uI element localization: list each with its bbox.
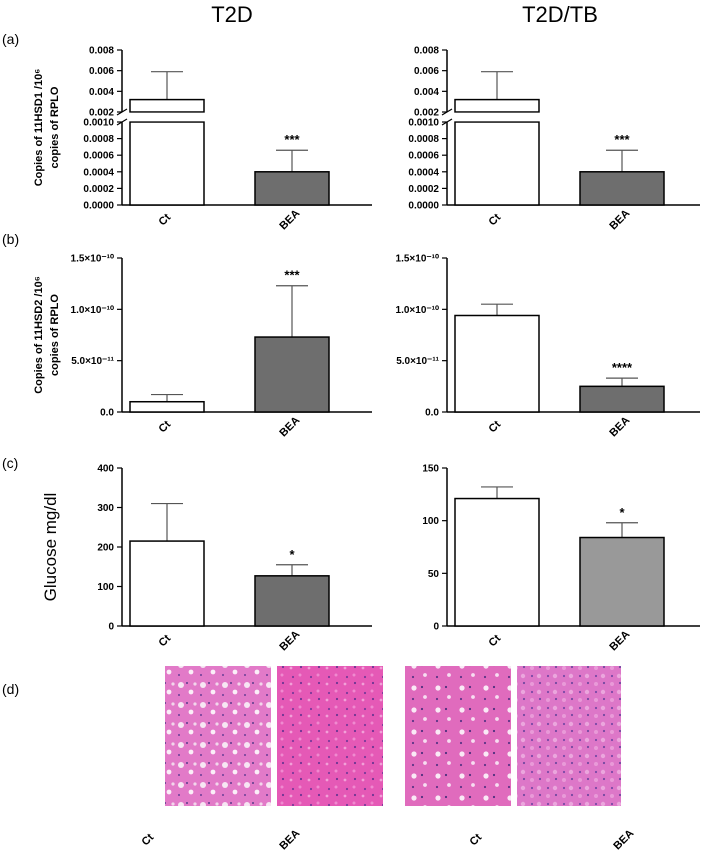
panel-label: (c): [2, 455, 18, 471]
significance: *: [289, 547, 295, 562]
y-axis-label: copies of RPLO: [49, 86, 61, 168]
y-tick-label: 0.0000: [408, 201, 439, 212]
x-tick-label: Ct: [157, 211, 174, 228]
histology-image: [405, 666, 511, 806]
y-tick-label: 400: [97, 464, 114, 475]
y-axis-label: copies of RPLO: [49, 294, 61, 376]
x-tick-label: BEA: [277, 628, 302, 653]
y-tick-label: 0.006: [414, 66, 439, 77]
bar: [454, 121, 540, 206]
y-tick-label: 0.008: [414, 46, 439, 57]
histology-label: BEA: [611, 827, 636, 852]
x-tick-label: BEA: [607, 414, 632, 439]
panel-label: (b): [2, 231, 19, 247]
x-tick-label: Ct: [487, 418, 504, 435]
histology-label: Ct: [140, 831, 157, 848]
panel-label: (a): [2, 31, 19, 47]
column-title: T2D/TB: [522, 2, 598, 27]
y-tick-label: 1.5×10⁻¹⁰: [396, 254, 439, 265]
y-tick-label: 5.0×10⁻¹¹: [396, 356, 439, 367]
bar: [129, 121, 205, 206]
y-tick-label: 1.5×10⁻¹⁰: [71, 254, 114, 265]
significance: ***: [614, 132, 630, 147]
y-tick-label: 1.0×10⁻¹⁰: [71, 305, 114, 316]
histology-label: Ct: [468, 831, 485, 848]
y-tick-label: 0.0004: [408, 167, 439, 178]
y-tick-label: 100: [422, 516, 439, 527]
y-tick-label: 200: [97, 543, 114, 554]
bar: [254, 336, 330, 413]
significance: ***: [284, 132, 300, 147]
x-tick-label: BEA: [277, 414, 302, 439]
y-tick-label: 0.0002: [83, 184, 114, 195]
y-tick-label: 0: [433, 622, 439, 633]
bar: [254, 171, 330, 206]
histology-image: [517, 666, 621, 806]
y-tick-label: 50: [428, 569, 440, 580]
bar: [254, 575, 330, 627]
significance: *: [619, 505, 625, 520]
bar: [129, 540, 205, 627]
bar: [454, 497, 540, 627]
y-tick-label: 0.0002: [408, 184, 439, 195]
bar: [579, 171, 665, 206]
y-tick-label: 0.0010: [83, 118, 114, 129]
y-tick-label: 300: [97, 503, 114, 514]
y-tick-label: 0: [108, 622, 114, 633]
y-tick-label: 0.006: [89, 66, 114, 77]
x-tick-label: BEA: [607, 628, 632, 653]
column-title: T2D: [211, 2, 253, 27]
y-tick-label: 0.0: [100, 408, 114, 419]
y-tick-label: 0.0000: [83, 201, 114, 212]
y-tick-label: 150: [422, 464, 439, 475]
y-tick-label: 1.0×10⁻¹⁰: [396, 305, 439, 316]
histology-image: [165, 666, 271, 806]
x-tick-label: Ct: [487, 211, 504, 228]
bar: [454, 98, 540, 113]
bar: [579, 385, 665, 413]
y-tick-label: 100: [97, 582, 114, 593]
y-tick-label: 0.0006: [83, 151, 114, 162]
break-gap: [454, 112, 540, 122]
y-tick-label: 0.004: [414, 87, 439, 98]
bar: [454, 314, 540, 413]
x-tick-label: Ct: [157, 632, 174, 649]
y-tick-label: 0.0008: [408, 134, 439, 145]
y-tick-label: 0.002: [89, 108, 114, 119]
y-axis-label: Copies of 11HSD1 /10⁶: [33, 69, 45, 187]
y-tick-label: 0.004: [89, 87, 114, 98]
y-tick-label: 0.0006: [408, 151, 439, 162]
significance: ****: [612, 360, 633, 375]
y-tick-label: 0.008: [89, 46, 114, 57]
y-tick-label: 0.0: [425, 408, 439, 419]
y-tick-label: 5.0×10⁻¹¹: [71, 356, 114, 367]
y-axis-label: Glucose mg/dl: [41, 493, 60, 602]
histology-image: [277, 666, 383, 806]
break-gap: [129, 112, 205, 122]
bar: [129, 400, 205, 413]
histology-label: BEA: [277, 827, 302, 852]
x-tick-label: Ct: [487, 632, 504, 649]
x-tick-label: BEA: [607, 207, 632, 232]
significance: ***: [284, 268, 300, 283]
bar: [129, 98, 205, 113]
bar: [579, 536, 665, 627]
y-tick-label: 0.0004: [83, 167, 114, 178]
panel-label: (d): [2, 681, 19, 697]
y-tick-label: 0.0010: [408, 118, 439, 129]
x-tick-label: Ct: [157, 418, 174, 435]
y-tick-label: 0.002: [414, 108, 439, 119]
x-tick-label: BEA: [277, 207, 302, 232]
y-tick-label: 0.0008: [83, 134, 114, 145]
y-axis-label: Copies of 11HSD2 /10⁶: [33, 276, 45, 394]
